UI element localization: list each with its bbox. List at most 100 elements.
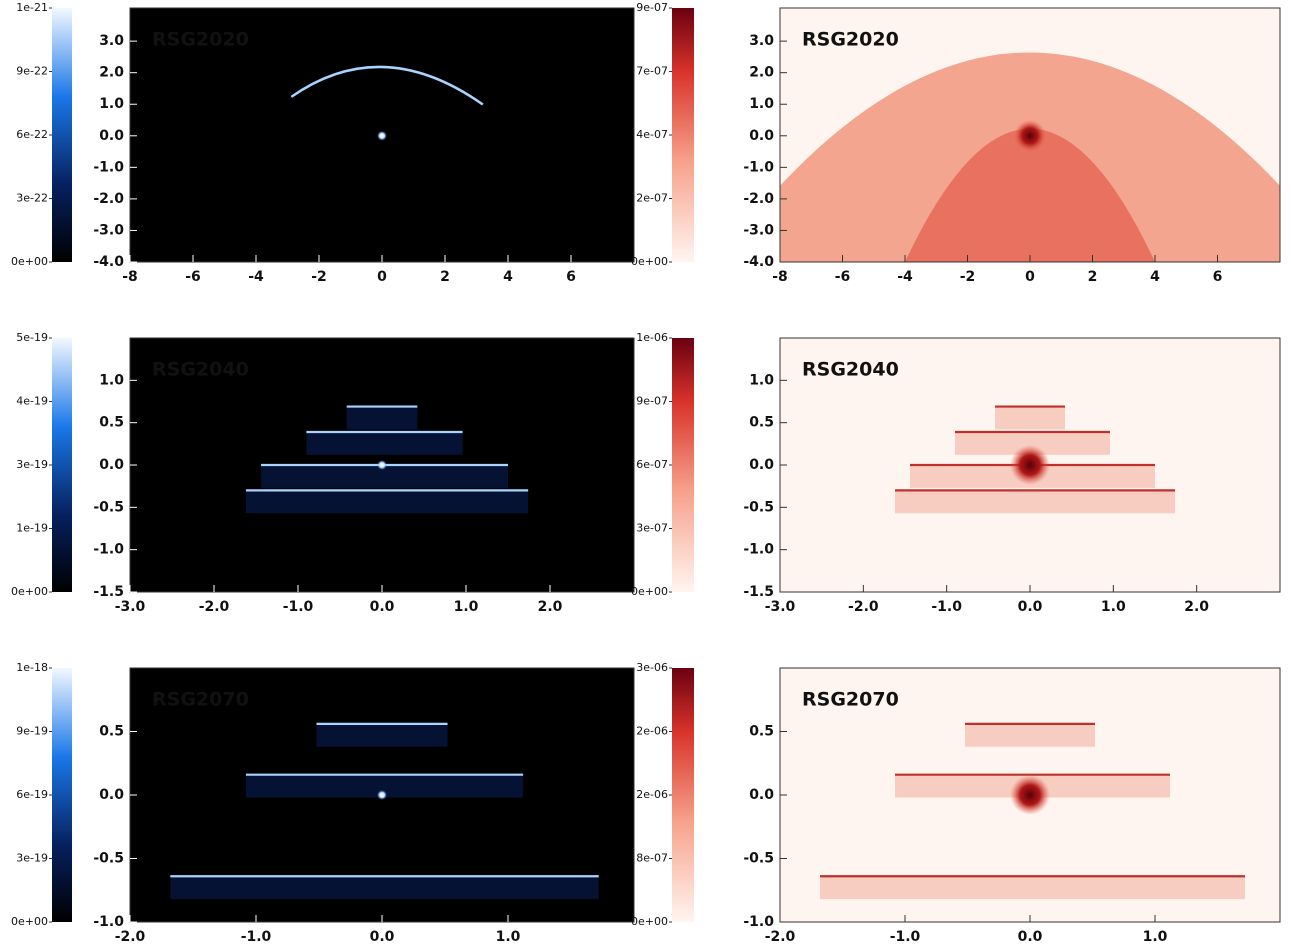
y-tick-label: 2.0: [99, 65, 124, 81]
central-source: [1014, 119, 1046, 152]
y-tick-label: 0.0: [749, 128, 774, 144]
colorbar-tick-label: 0e+00: [631, 585, 668, 598]
x-tick-label: 0.0: [1018, 929, 1043, 945]
x-tick-label: -4: [248, 269, 264, 285]
x-tick-label: 1.0: [454, 599, 479, 615]
y-tick-label: 0.5: [99, 415, 124, 431]
colorbar: [672, 338, 694, 592]
colorbar-tick-label: 1e-21: [16, 1, 48, 14]
x-tick-label: 0.0: [370, 599, 395, 615]
colorbar-tick-label: 6e-19: [16, 788, 48, 801]
tier-fill: [306, 431, 463, 455]
x-tick-label: 0.0: [370, 929, 395, 945]
colorbar: [52, 338, 72, 592]
tier-fill: [955, 431, 1110, 455]
x-tick-label: -2: [960, 269, 976, 285]
tier-fill: [170, 876, 599, 900]
central-source: [377, 460, 387, 470]
shock-arc: [290, 65, 484, 106]
x-tick-label: -2: [311, 269, 327, 285]
tier-fill: [316, 723, 448, 747]
colorbar-tick-label: 4e-19: [16, 395, 48, 408]
y-tick-label: 1.0: [99, 96, 124, 112]
colorbar-tick-label: 1e-06: [636, 331, 668, 344]
tier-fill: [965, 723, 1095, 747]
y-tick-label: 0.0: [99, 457, 124, 473]
y-tick-label: -1.5: [743, 584, 774, 600]
x-tick-label: 6: [566, 269, 576, 285]
colorbar-tick-label: 9e-19: [16, 725, 48, 738]
x-tick-label: 0.0: [1018, 599, 1043, 615]
y-tick-label: 0.0: [99, 128, 124, 144]
y-tick-label: 0.5: [749, 415, 774, 431]
y-tick-label: 0.5: [749, 724, 774, 740]
y-tick-label: 1.0: [749, 96, 774, 112]
y-tick-label: -3.0: [93, 222, 124, 238]
x-tick-label: 6: [1213, 269, 1223, 285]
x-tick-label: -2.0: [115, 929, 146, 945]
x-tick-label: 1.0: [1101, 599, 1126, 615]
colorbar-tick-label: 9e-07: [636, 1, 668, 14]
x-tick-label: -2.0: [199, 599, 230, 615]
x-tick-label: -1.0: [283, 599, 314, 615]
central-source: [377, 790, 387, 800]
x-tick-label: 2: [1088, 269, 1098, 285]
tier-fill: [995, 406, 1065, 430]
tier-fill: [245, 774, 524, 798]
colorbar: [672, 8, 694, 262]
panel-label: RSG2020: [152, 29, 249, 51]
colorbar-tick-label: 0e+00: [11, 255, 48, 268]
colorbar-tick-label: 6e-22: [16, 128, 48, 141]
panel-label: RSG2020: [802, 29, 899, 51]
x-tick-label: -6: [835, 269, 851, 285]
x-tick-label: -2.0: [848, 599, 879, 615]
y-tick-label: -1.0: [743, 542, 774, 558]
colorbar: [52, 668, 72, 922]
y-tick-label: -1.0: [93, 542, 124, 558]
tier-fill: [346, 406, 418, 430]
x-tick-label: 1.0: [496, 929, 521, 945]
x-tick-label: -1.0: [890, 929, 921, 945]
tier-fill: [895, 490, 1175, 514]
x-tick-label: 4: [503, 269, 513, 285]
y-tick-label: -2.0: [93, 191, 124, 207]
y-tick-label: -1.0: [93, 159, 124, 175]
panel-label: RSG2070: [802, 689, 899, 711]
y-tick-label: -1.0: [743, 914, 774, 930]
colorbar-tick-label: 3e-07: [636, 522, 668, 535]
y-tick-label: 0.0: [749, 457, 774, 473]
y-tick-label: -4.0: [743, 254, 774, 270]
colorbar-tick-label: 4e-07: [636, 128, 668, 141]
y-tick-label: 0.0: [99, 787, 124, 803]
x-tick-label: -1.0: [931, 599, 962, 615]
central-source: [1010, 775, 1050, 815]
x-tick-label: 2.0: [1184, 599, 1209, 615]
colorbar-tick-label: 3e-22: [16, 192, 48, 205]
colorbar-tick-label: 2e-06: [636, 788, 668, 801]
y-tick-label: -4.0: [93, 254, 124, 270]
colorbar-tick-label: 0e+00: [11, 585, 48, 598]
colorbar-tick-label: 0e+00: [631, 915, 668, 928]
central-source: [377, 130, 387, 141]
y-tick-label: -0.5: [93, 851, 124, 867]
y-tick-label: 0.0: [749, 787, 774, 803]
y-tick-label: 3.0: [749, 33, 774, 49]
y-tick-label: 0.5: [99, 724, 124, 740]
tier-fill: [820, 876, 1245, 900]
colorbar-tick-label: 2e-07: [636, 192, 668, 205]
colorbar-tick-label: 7e-07: [636, 65, 668, 78]
colorbar-tick-label: 3e-19: [16, 852, 48, 865]
y-tick-label: 3.0: [99, 33, 124, 49]
panel-label: RSG2040: [802, 359, 899, 381]
colorbar-tick-label: 3e-06: [636, 661, 668, 674]
y-tick-label: -0.5: [93, 499, 124, 515]
x-tick-label: -1.0: [241, 929, 272, 945]
panel-label: RSG2040: [152, 359, 249, 381]
colorbar: [672, 668, 694, 922]
y-tick-label: -1.0: [743, 159, 774, 175]
colorbar-tick-label: 0e+00: [11, 915, 48, 928]
y-tick-label: 1.0: [749, 372, 774, 388]
x-tick-label: -2.0: [765, 929, 796, 945]
colorbar-tick-label: 1e-18: [16, 661, 48, 674]
x-tick-label: 0: [377, 269, 387, 285]
